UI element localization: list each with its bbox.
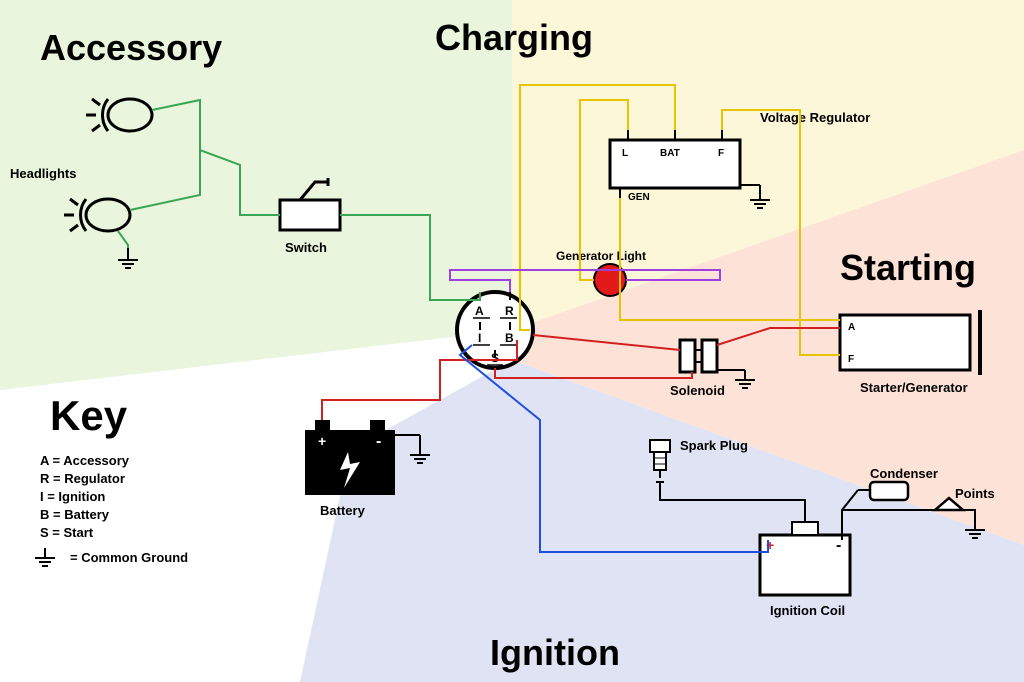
- svg-text:+: +: [318, 433, 326, 449]
- title-charging: Charging: [435, 17, 593, 58]
- key-ground-symbol: [35, 548, 55, 566]
- reg-l: L: [622, 148, 628, 159]
- sw-s: S: [491, 351, 499, 365]
- starter-generator: A F: [840, 310, 980, 375]
- generator-light: [594, 264, 626, 296]
- key-b: B = Battery: [40, 507, 110, 522]
- label-voltage-regulator: Voltage Regulator: [760, 110, 870, 125]
- label-condenser: Condenser: [870, 466, 938, 481]
- reg-bat: BAT: [660, 148, 680, 159]
- label-headlights: Headlights: [10, 166, 76, 181]
- label-generator-light: Generator Light: [556, 249, 646, 263]
- battery: + -: [305, 420, 395, 495]
- label-switch: Switch: [285, 240, 327, 255]
- label-starter-generator: Starter/Generator: [860, 380, 968, 395]
- key-s: S = Start: [40, 525, 94, 540]
- title-ignition: Ignition: [490, 632, 620, 673]
- sw-r: R: [505, 304, 514, 318]
- sg-f: F: [848, 354, 854, 365]
- title-starting: Starting: [840, 247, 976, 288]
- sg-a: A: [848, 322, 855, 333]
- key-r: R = Regulator: [40, 471, 125, 486]
- label-battery: Battery: [320, 503, 366, 518]
- reg-gen: GEN: [628, 192, 650, 203]
- key-legend: Key A = Accessory R = Regulator I = Igni…: [35, 392, 188, 566]
- label-points: Points: [955, 486, 995, 501]
- label-ignition-coil: Ignition Coil: [770, 603, 845, 618]
- label-solenoid: Solenoid: [670, 383, 725, 398]
- label-spark-plug: Spark Plug: [680, 438, 748, 453]
- key-title: Key: [50, 392, 128, 439]
- sw-b: B: [505, 331, 514, 345]
- title-accessory: Accessory: [40, 27, 222, 68]
- sw-i: I: [478, 331, 481, 345]
- key-a: A = Accessory: [40, 453, 130, 468]
- svg-text:-: -: [836, 537, 841, 554]
- svg-text:-: -: [376, 433, 381, 450]
- key-i: I = Ignition: [40, 489, 105, 504]
- sw-a: A: [475, 304, 484, 318]
- key-ground: = Common Ground: [70, 550, 188, 565]
- wiring-diagram: Accessory Charging Starting Ignition Key…: [0, 0, 1024, 682]
- reg-f: F: [718, 148, 724, 159]
